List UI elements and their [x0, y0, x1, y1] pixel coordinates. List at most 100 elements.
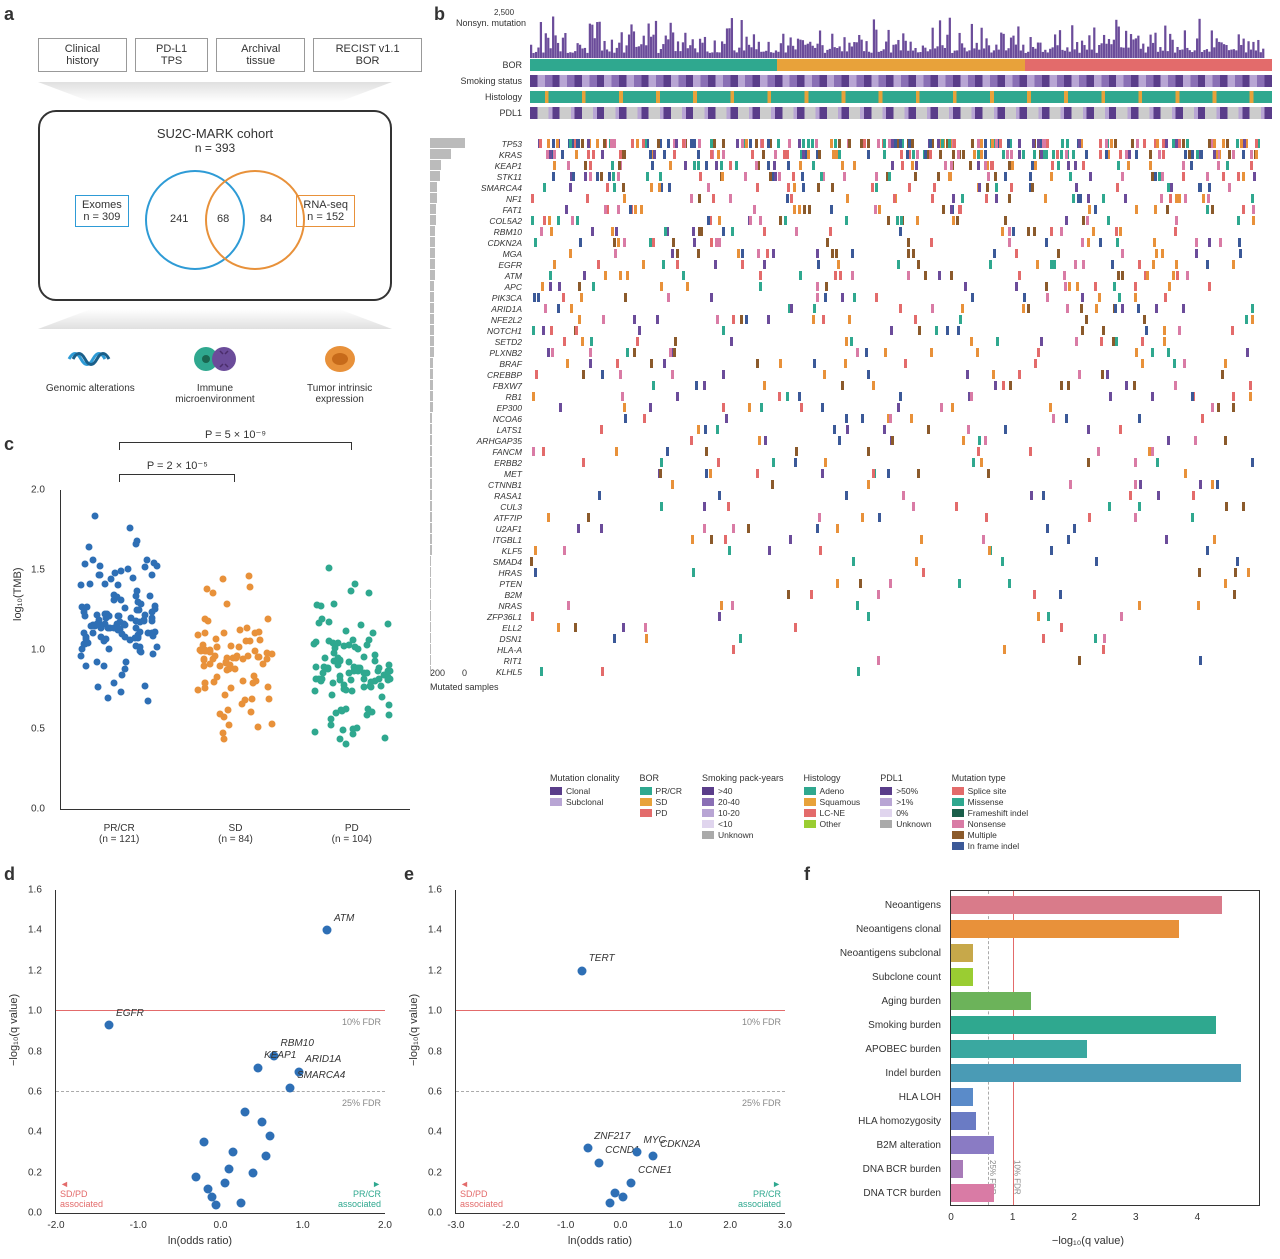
- hbar-row: HLA LOH: [951, 1085, 1259, 1109]
- gene-mutation-bar: [530, 359, 1272, 368]
- scatter-dot: [363, 641, 370, 648]
- gene-mutation-bar: [530, 150, 1272, 159]
- input-box: Archival tissue: [216, 38, 305, 72]
- gene-mutation-bar: [530, 491, 1272, 500]
- legend-column: PDL1>50%>1%0%Unknown: [880, 773, 931, 852]
- exomes-box: Exomes n = 309: [75, 195, 129, 227]
- gene-label: ITGBL1: [470, 535, 526, 545]
- hbar: [951, 1064, 1241, 1082]
- hbar: [951, 1136, 994, 1154]
- scatter-dot: [268, 721, 275, 728]
- scatter-dot: [145, 698, 152, 705]
- scatter-dot: [153, 644, 160, 651]
- legend-item: <10: [702, 819, 784, 829]
- legend-label: Frameshift indel: [968, 808, 1028, 818]
- legend-swatch: [952, 842, 964, 850]
- panel-f: f 0123410% FDR25% FDRNeoantigensNeoantig…: [800, 860, 1280, 1259]
- scatter-dot: [133, 541, 140, 548]
- gene-row: PLXNB2: [530, 347, 1272, 358]
- scatter-dot: [264, 616, 271, 623]
- gene-label: NF1: [470, 194, 526, 204]
- gene-mutation-bar: [530, 161, 1272, 170]
- scatter-dot: [340, 727, 347, 734]
- scatter-dot: [250, 673, 257, 680]
- gene-freq-bar: [430, 391, 433, 401]
- gene-mutation-bar: [530, 601, 1272, 610]
- scatter-dot: [121, 605, 128, 612]
- scatter-dot: [200, 655, 207, 662]
- gene-row: KEAP1: [530, 160, 1272, 171]
- gene-freq-bar: [430, 556, 431, 566]
- scatter-dot: [236, 644, 243, 651]
- scatter-dot: [240, 678, 247, 685]
- scatter-dot: [104, 695, 111, 702]
- panel-d-label: d: [4, 864, 15, 885]
- fdr-line: [56, 1010, 385, 1011]
- legend-area: Mutation clonalityClonalSubclonalBORPR/C…: [550, 773, 1272, 852]
- scatter-dot: [367, 679, 374, 686]
- cohort-n: n = 393: [54, 141, 376, 155]
- scatter-dot: [227, 684, 234, 691]
- gene-freq-bar: [430, 644, 431, 654]
- volcano-dot: [237, 1198, 246, 1207]
- gene-freq-bar: [430, 633, 431, 643]
- fdr-line: [456, 1010, 785, 1011]
- gene-mutation-bar: [530, 656, 1272, 665]
- gene-row: DSN1: [530, 633, 1272, 644]
- fdr-line: [56, 1091, 385, 1092]
- legend-label: Squamous: [820, 797, 861, 807]
- legend-swatch: [640, 809, 652, 817]
- scatter-dot: [236, 627, 243, 634]
- gene-row: ATM: [530, 270, 1272, 281]
- volcano-gene-label: ARID1A: [305, 1054, 341, 1065]
- e-xlabel: ln(odds ratio): [568, 1235, 632, 1247]
- hbar-row: Aging burden: [951, 989, 1259, 1013]
- xtick: 2.0: [723, 1220, 737, 1231]
- track-segment: [1025, 59, 1272, 71]
- scatter-dot: [324, 664, 331, 671]
- scatter-dot: [256, 636, 263, 643]
- legend-title: Histology: [804, 773, 861, 783]
- gene-freq-bar: [430, 160, 441, 170]
- ytick: 0.0: [28, 1208, 42, 1219]
- gene-freq-bar: [430, 369, 433, 379]
- fdr-label: 25% FDR: [342, 1098, 381, 1108]
- volcano-dot: [578, 966, 587, 975]
- gene-mutation-bar: [530, 403, 1272, 412]
- gene-row: B2M: [530, 589, 1272, 600]
- scatter-dot: [201, 616, 208, 623]
- hbar-row: DNA TCR burden: [951, 1181, 1259, 1205]
- gene-label: HRAS: [470, 568, 526, 578]
- legend-item: LC-NE: [804, 808, 861, 818]
- gene-row: HLA-A: [530, 644, 1272, 655]
- legend-label: Missense: [968, 797, 1004, 807]
- panel-a: a Clinical historyPD-L1 TPSArchival tiss…: [0, 0, 430, 430]
- volcano-d: -2.0-1.00.01.02.00.00.20.40.60.81.01.21.…: [55, 890, 385, 1214]
- volcano-dot: [649, 1152, 658, 1161]
- scatter-dot: [95, 683, 102, 690]
- pval-bracket: [119, 442, 352, 450]
- volcano-gene-label: SMARCA4: [297, 1070, 345, 1081]
- legend-label: Unknown: [896, 819, 931, 829]
- gene-mutation-bar: [530, 480, 1272, 489]
- hbar-row: Subclone count: [951, 965, 1259, 989]
- xtick: 0: [948, 1212, 954, 1223]
- gene-mutation-bar: [530, 590, 1272, 599]
- output-label: Genomic alterations: [35, 383, 145, 394]
- legend-swatch: [880, 798, 892, 806]
- scatter-dot: [351, 580, 358, 587]
- gene-freq-bar: [430, 259, 435, 269]
- hbar: [951, 944, 973, 962]
- e-ylabel: −log₁₀(q value): [408, 993, 420, 1065]
- xtick: -2.0: [47, 1220, 64, 1231]
- output-icon: [285, 339, 395, 379]
- gene-label: FAT1: [470, 205, 526, 215]
- hbar: [951, 992, 1031, 1010]
- scatter-dot: [211, 679, 218, 686]
- volcano-dot: [241, 1108, 250, 1117]
- ytick: 1.6: [428, 885, 442, 896]
- input-boxes: Clinical historyPD-L1 TPSArchival tissue…: [38, 38, 422, 72]
- scatter-dot: [386, 711, 393, 718]
- legend-item: Multiple: [952, 830, 1028, 840]
- gene-label: LATS1: [470, 425, 526, 435]
